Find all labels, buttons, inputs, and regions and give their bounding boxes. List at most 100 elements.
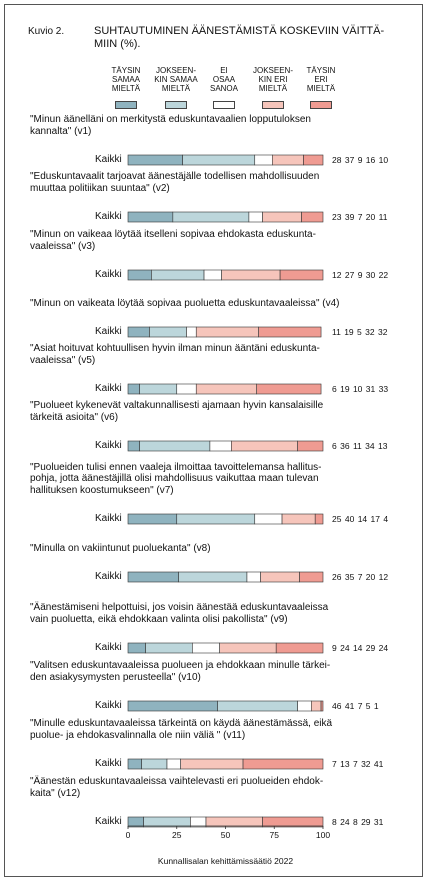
- bar-segment: [231, 440, 298, 452]
- bar-segment: [182, 154, 256, 166]
- legend-label-line: JOKSEEN-: [155, 66, 196, 75]
- data-label: 7: [332, 759, 337, 769]
- data-label: 10: [378, 155, 389, 165]
- bar-segment: [242, 758, 324, 770]
- legend-label-line: JOKSEEN-: [252, 66, 293, 75]
- bar-segment: [320, 700, 324, 712]
- row-label: Kaikki: [95, 326, 122, 337]
- data-label: 8: [332, 817, 337, 827]
- bar-segment: [139, 440, 211, 452]
- row-label: Kaikki: [95, 440, 122, 451]
- bar-segment: [260, 571, 300, 583]
- legend-swatch: [213, 101, 235, 109]
- question-text: "Äänestän eduskuntavaaleissa vaihtelevas…: [30, 776, 400, 799]
- bar-segment: [275, 642, 324, 654]
- data-label: 17: [370, 514, 380, 524]
- bar-segment: [127, 571, 180, 583]
- bar-segment: [143, 816, 191, 828]
- data-label: 7: [357, 212, 363, 222]
- bar-segment: [221, 269, 281, 281]
- data-label: 31: [365, 384, 376, 394]
- data-label: 39: [344, 212, 355, 222]
- row-label: Kaikki: [95, 642, 122, 653]
- bar-segment: [172, 211, 250, 223]
- bar-segment: [279, 269, 324, 281]
- bar-segment: [297, 700, 312, 712]
- bar-segment: [310, 700, 322, 712]
- bar-segment: [203, 269, 222, 281]
- legend-label: JOKSEEN- KIN ERI MIELTÄ: [245, 66, 301, 93]
- x-tick-label: 50: [220, 830, 231, 840]
- bar-segment: [299, 571, 324, 583]
- legend-label-line: OSAA: [212, 75, 236, 84]
- bar-segment: [248, 211, 263, 223]
- question-line: vaaleissa" (v5): [30, 354, 96, 366]
- bar-segment: [127, 383, 140, 395]
- bar-segment: [149, 326, 187, 338]
- question-text: "Valitsen eduskuntavaaleissa puolueen ja…: [30, 660, 400, 683]
- bar-segment: [127, 700, 218, 712]
- chart-title: SUHTAUTUMINEN ÄÄNESTÄMISTÄ KOSKEVIIN VÄI…: [94, 25, 385, 50]
- value-labels: 11 19 5 32 32: [332, 327, 387, 337]
- data-label: 40: [344, 514, 355, 524]
- question-text: "Asiat hoituvat kohtuullisen hyvin ilman…: [30, 343, 400, 366]
- data-label: 13: [378, 441, 388, 451]
- bar-segment: [281, 513, 316, 525]
- question-line: "Puolueiden tulisi ennen vaaleja ilmoitt…: [30, 461, 322, 473]
- row-label: Kaikki: [95, 700, 122, 711]
- question-line: vaaleissa" (v3): [30, 240, 96, 252]
- question-text: "Minulla on vakiintunut puoluekanta" (v8…: [30, 543, 400, 555]
- question-line: kaita" (v12): [30, 787, 81, 799]
- row-label: Kaikki: [95, 383, 122, 394]
- bar-segment: [246, 571, 261, 583]
- data-label: 34: [365, 441, 375, 451]
- question-text: "Äänestämiseni helpottuisi, jos voisin ä…: [30, 602, 400, 625]
- bar-segment: [301, 211, 324, 223]
- value-labels: 25 40 14 17 4: [332, 514, 388, 524]
- question-text: "Minulle eduskuntavaaleissa tärkeintä on…: [30, 718, 400, 741]
- legend-label: EI OSAA SANOA: [196, 66, 252, 93]
- value-labels: 23 39 7 20 11: [332, 212, 387, 222]
- x-tick-label: 0: [125, 830, 131, 840]
- question-line: tärkeitä asioita" (v6): [30, 411, 119, 423]
- legend-label-line: TÄYSIN: [111, 66, 141, 75]
- data-label: 23: [332, 212, 342, 222]
- bar-segment: [254, 154, 273, 166]
- question-text: "Puolueiden tulisi ennen vaaleja ilmoitt…: [30, 462, 400, 497]
- x-tick-label: 25: [172, 830, 182, 840]
- row-label: Kaikki: [95, 154, 122, 165]
- question-line: "Minun äänelläni on merkitystä eduskunta…: [30, 114, 311, 125]
- value-labels: 28 37 9 16 10: [332, 155, 388, 165]
- data-label: 31: [373, 817, 384, 827]
- data-label: 11: [378, 212, 388, 222]
- x-tick-label: 100: [315, 830, 331, 840]
- data-label: 19: [344, 327, 354, 337]
- question-line: "Minulla on vakiintunut puoluekanta" (v8…: [30, 542, 211, 554]
- data-label: 14: [352, 643, 363, 653]
- bar-segment: [166, 758, 181, 770]
- figure-frame: [4, 4, 423, 877]
- row-label: Kaikki: [95, 269, 122, 280]
- bar-segment: [186, 326, 197, 338]
- question-line: muuttaa politiikan suuntaa" (v2): [30, 182, 170, 194]
- legend-label-line: MIELTÄ: [258, 84, 288, 93]
- data-label: 36: [340, 441, 350, 451]
- question-line: "Valitsen eduskuntavaaleissa puolueen ja…: [30, 660, 331, 671]
- bar-segment: [178, 571, 248, 583]
- legend-label: TÄYSIN SAMAA MIELTÄ: [98, 66, 154, 93]
- bar-segment: [176, 383, 197, 395]
- legend-label-line: MIELTÄ: [161, 84, 191, 93]
- row-label: Kaikki: [95, 571, 122, 582]
- legend-label: JOKSEEN- KIN SAMAA MIELTÄ: [148, 66, 204, 93]
- data-label: 5: [365, 701, 371, 711]
- data-label: 7: [357, 572, 363, 582]
- data-label: 24: [340, 817, 350, 827]
- data-label: 26: [332, 572, 342, 582]
- bar-segment: [256, 383, 322, 395]
- bar-segment: [127, 758, 142, 770]
- question-text: "Eduskuntavaalit tarjoavat äänestäjälle …: [30, 171, 400, 194]
- bar-segment: [190, 816, 207, 828]
- data-label: 29: [361, 817, 371, 827]
- legend-swatch: [165, 101, 187, 109]
